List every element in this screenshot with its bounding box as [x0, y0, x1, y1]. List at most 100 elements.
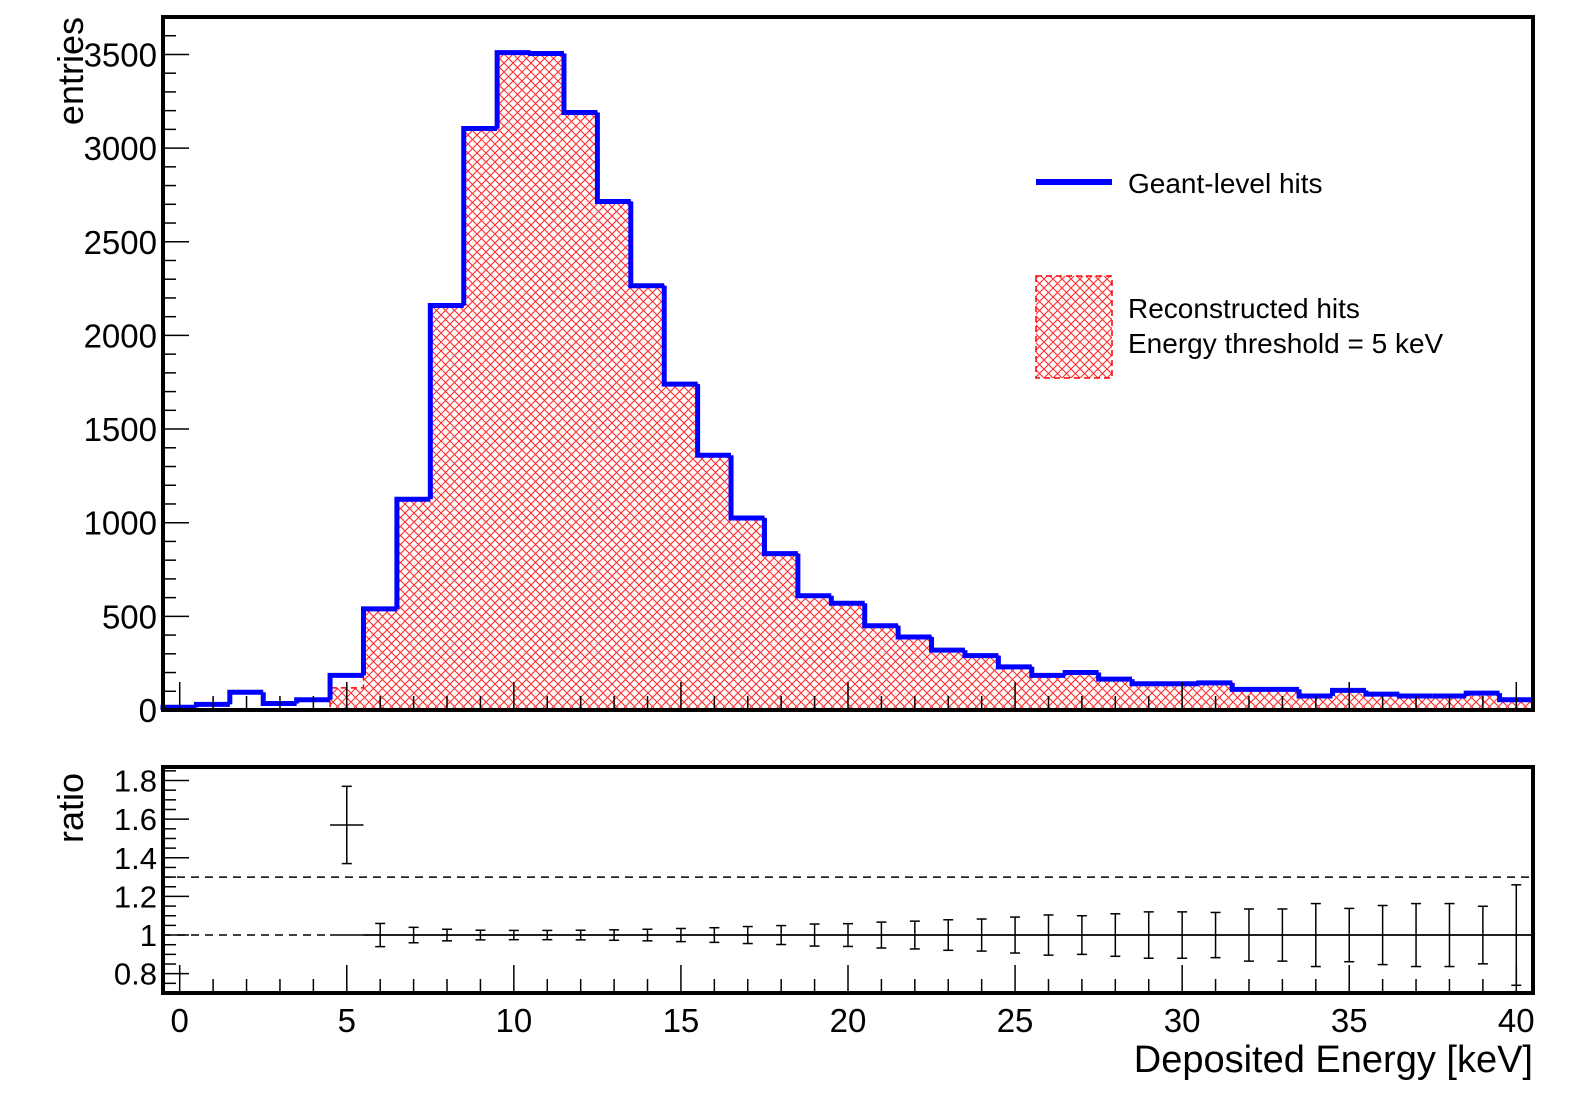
ratio-plot-frame	[161, 765, 1535, 995]
geant-hits-bin	[1296, 689, 1333, 699]
ratio-y-tick-label: 1.8	[114, 764, 157, 799]
ratio-point	[497, 929, 531, 941]
ratio-point	[764, 924, 798, 946]
x-tick-label: 15	[663, 1002, 700, 1039]
main-y-tick-label: 3500	[84, 36, 157, 73]
x-tick-label: 10	[495, 1002, 532, 1039]
geant-hits-bin	[995, 655, 1032, 670]
main-y-tick-label: 500	[102, 598, 157, 635]
geant-hits-bin	[695, 384, 732, 458]
ratio-point	[664, 927, 698, 943]
legend: Geant-level hits Reconstructed hits Energy…	[1035, 168, 1444, 379]
geant-hits-bin	[1062, 670, 1099, 676]
ratio-y-tick-label: 0.8	[114, 957, 157, 992]
ratio-point	[931, 919, 965, 952]
geant-hits-bin	[795, 553, 832, 599]
geant-hits-bin	[1497, 693, 1533, 703]
main-y-tick-label: 1500	[84, 411, 157, 448]
geant-hits-bin	[761, 518, 798, 557]
ratio-point	[1031, 914, 1066, 956]
ratio-point	[1399, 902, 1433, 968]
geant-hits-bin	[661, 285, 698, 387]
ratio-point	[1132, 911, 1166, 959]
ratio-panel: 0.8 1 1.21.4 1.61.8 0 5 10 15 20 25 30 35 40 ratio Dep…	[50, 764, 1535, 1081]
legend-reco-swatch	[1035, 275, 1113, 379]
ratio-point	[1165, 911, 1199, 959]
geant-hits-bin	[1229, 682, 1266, 692]
geant-hits-bin	[828, 595, 865, 606]
x-tick-label: 5	[338, 1002, 356, 1039]
ratio-point	[964, 918, 999, 952]
x-tick-label: 40	[1498, 1002, 1535, 1039]
x-tick-label: 20	[830, 1002, 867, 1039]
ratio-point	[1432, 902, 1467, 968]
ratio-point	[563, 929, 598, 941]
legend-geant-label: Geant-level hits	[1128, 168, 1323, 199]
main-y-tick-label: 2000	[84, 317, 157, 354]
ratio-point	[731, 925, 765, 945]
x-tick-label: 35	[1331, 1002, 1368, 1039]
geant-hits-bin	[1029, 666, 1066, 678]
ratio-point	[1265, 908, 1300, 962]
ratio-point	[363, 922, 397, 948]
geant-hits-bin	[962, 650, 999, 659]
ratio-point	[797, 923, 832, 947]
ratio-point	[430, 928, 464, 942]
geant-hits-bin	[1129, 679, 1166, 687]
geant-hits-bin	[628, 201, 665, 289]
geant-hits-bin	[461, 125, 498, 306]
main-y-tick-label: 2500	[84, 224, 157, 261]
main-y-axis-label: entries	[50, 17, 91, 125]
geant-hits-bin	[1363, 690, 1400, 697]
geant-hits-bin	[1463, 690, 1500, 696]
geant-hits-bin	[1096, 672, 1133, 682]
geant-hits-bin	[294, 697, 331, 704]
main-y-tick-label: 1000	[84, 505, 157, 542]
ratio-point	[1332, 907, 1366, 963]
geant-hits-bin	[1196, 680, 1233, 686]
geant-hits-bin	[594, 112, 631, 204]
geant-hits-bin	[1396, 693, 1433, 699]
geant-hits-bin	[862, 603, 899, 629]
ratio-point	[1198, 911, 1233, 959]
x-tick-label: 0	[171, 1002, 189, 1039]
x-tick-label: 30	[1164, 1002, 1201, 1039]
ratio-point	[597, 929, 631, 942]
ratio-y-tick-label: 1.2	[114, 879, 157, 914]
geant-hits-bin	[327, 672, 364, 700]
geant-hits-bin	[895, 625, 932, 640]
ratio-point	[898, 920, 932, 950]
geant-hits-bin	[494, 50, 531, 129]
ratio-point	[1365, 904, 1400, 966]
ratio-point	[697, 926, 732, 944]
geant-hits-bin	[929, 636, 965, 653]
ratio-y-axis-label: ratio	[50, 773, 91, 843]
ratio-point	[998, 916, 1032, 954]
geant-hits-bin	[193, 701, 230, 708]
main-y-tick-label: 0	[139, 692, 157, 729]
geant-hits-bin	[561, 53, 598, 116]
geant-hits-bin	[260, 692, 297, 706]
x-axis-label: Deposited Energy [keV]	[1134, 1039, 1533, 1081]
geant-hits-bin	[1330, 687, 1366, 696]
geant-hits-bin	[728, 455, 765, 521]
ratio-point	[1466, 905, 1500, 965]
ratio-point	[1232, 908, 1266, 962]
geant-hits-bin	[528, 51, 564, 57]
geant-hits-bin	[394, 496, 431, 609]
ratio-y-tick-label: 1.6	[114, 802, 157, 837]
ratio-y-tick-label: 1.4	[114, 841, 157, 876]
geant-hits-bin	[427, 302, 464, 500]
x-tick-label: 25	[997, 1002, 1034, 1039]
ratio-point	[1098, 913, 1133, 958]
ratio-point	[1065, 914, 1099, 956]
reconstructed-hits-histogram	[163, 51, 1534, 711]
legend-reco-label: Reconstructed hits	[1128, 293, 1360, 324]
ratio-point	[330, 785, 364, 865]
geant-hits-bin	[360, 606, 397, 676]
legend-reco-threshold-label: Energy threshold = 5 keV	[1128, 328, 1444, 359]
ratio-point	[831, 922, 865, 948]
